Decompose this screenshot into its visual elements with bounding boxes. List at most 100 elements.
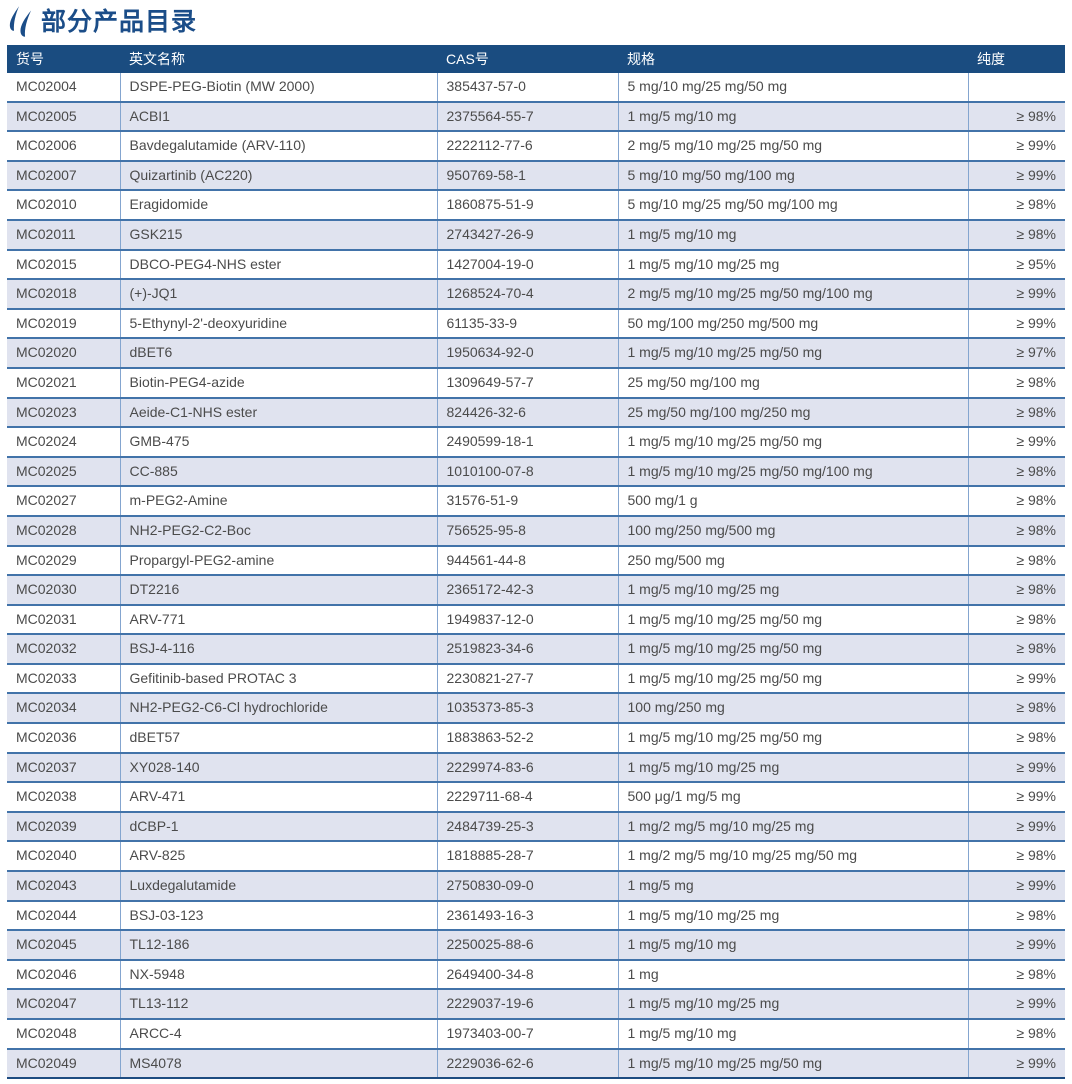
- cell-purity: ≥ 98%: [967, 456, 1065, 488]
- cell-name-en: GSK215: [119, 219, 437, 251]
- cell-cas-no: 950769-58-1: [436, 160, 618, 192]
- cell-spec: 100 mg/250 mg: [617, 693, 968, 725]
- cell-cas-no: 1883863-52-2: [436, 723, 618, 754]
- table-row: MC02025 CC-885 1010100-07-8 1 mg/5 mg/10 mg…: [7, 456, 1065, 488]
- cell-item-no: MC02040: [7, 841, 120, 873]
- cell-spec: 1 mg/5 mg: [617, 871, 968, 902]
- cell-item-no: MC02048: [7, 1019, 120, 1050]
- cell-cas-no: 2229974-83-6: [436, 752, 618, 784]
- cell-item-no: MC02031: [7, 604, 120, 636]
- table-row: MC02005 ACBI1 2375564-55-7 1 mg/5 mg/10 mg ≥…: [7, 101, 1065, 133]
- cell-spec: 1 mg/5 mg/10 mg: [617, 219, 968, 251]
- cell-purity: ≥ 99%: [967, 752, 1065, 784]
- cell-item-no: MC02011: [7, 219, 120, 251]
- cell-cas-no: 2361493-16-3: [436, 900, 618, 932]
- cell-purity: ≥ 98%: [967, 723, 1065, 754]
- table-row: MC02046 NX-5948 2649400-34-8 1 mg ≥ 98%: [7, 959, 1065, 991]
- cell-item-no: MC02021: [7, 367, 120, 399]
- product-table-body: MC02004 DSPE-PEG-Biotin (MW 2000) 385437-5…: [7, 73, 1065, 1080]
- cell-item-no: MC02019: [7, 308, 120, 340]
- cell-spec: 1 mg/5 mg/10 mg/25 mg: [617, 752, 968, 784]
- table-row: MC02018 (+)-JQ1 1268524-70-4 2 mg/5 mg/10 m…: [7, 279, 1065, 310]
- cell-spec: 1 mg: [617, 959, 968, 991]
- table-row: MC02006 Bavdegalutamide (ARV-110) 2222112-…: [7, 131, 1065, 162]
- cell-cas-no: 1950634-92-0: [436, 338, 618, 369]
- cell-spec: 1 mg/5 mg/10 mg/25 mg: [617, 900, 968, 932]
- cell-name-en: ARV-471: [119, 782, 437, 813]
- cell-cas-no: 2229036-62-6: [436, 1048, 618, 1080]
- cell-item-no: MC02007: [7, 160, 120, 192]
- cell-item-no: MC02043: [7, 871, 120, 902]
- cell-purity: ≥ 98%: [967, 219, 1065, 251]
- cell-purity: [967, 73, 1065, 103]
- table-row: MC02011 GSK215 2743427-26-9 1 mg/5 mg/10 mg…: [7, 219, 1065, 251]
- cell-name-en: BSJ-4-116: [119, 634, 437, 665]
- cell-spec: 5 mg/10 mg/50 mg/100 mg: [617, 160, 968, 192]
- cell-item-no: MC02029: [7, 545, 120, 577]
- cell-name-en: ACBI1: [119, 101, 437, 133]
- cell-name-en: ARV-771: [119, 604, 437, 636]
- cell-name-en: BSJ-03-123: [119, 900, 437, 932]
- table-header-row: 货号 英文名称 CAS号 规格 纯度: [7, 45, 1065, 73]
- table-row: MC02038 ARV-471 2229711-68-4 500 μg/1 mg/5 …: [7, 782, 1065, 813]
- cell-name-en: dCBP-1: [119, 811, 437, 843]
- cell-cas-no: 756525-95-8: [436, 515, 618, 547]
- cell-name-en: Gefitinib-based PROTAC 3: [119, 663, 437, 695]
- cell-cas-no: 2490599-18-1: [436, 427, 618, 458]
- cell-cas-no: 944561-44-8: [436, 545, 618, 577]
- cell-cas-no: 2250025-88-6: [436, 930, 618, 961]
- cell-item-no: MC02006: [7, 131, 120, 162]
- cell-purity: ≥ 98%: [967, 486, 1065, 517]
- cell-item-no: MC02027: [7, 486, 120, 517]
- cell-spec: 5 mg/10 mg/25 mg/50 mg/100 mg: [617, 190, 968, 221]
- cell-purity: ≥ 98%: [967, 900, 1065, 932]
- table-row: MC02044 BSJ-03-123 2361493-16-3 1 mg/5 mg/1…: [7, 900, 1065, 932]
- cell-purity: ≥ 99%: [967, 131, 1065, 162]
- cell-item-no: MC02005: [7, 101, 120, 133]
- cell-item-no: MC02047: [7, 989, 120, 1020]
- table-row: MC02020 dBET6 1950634-92-0 1 mg/5 mg/10 mg/…: [7, 338, 1065, 369]
- cell-purity: ≥ 99%: [967, 663, 1065, 695]
- cell-cas-no: 61135-33-9: [436, 308, 618, 340]
- cell-purity: ≥ 98%: [967, 959, 1065, 991]
- cell-spec: 5 mg/10 mg/25 mg/50 mg: [617, 73, 968, 103]
- cell-cas-no: 2229711-68-4: [436, 782, 618, 813]
- cell-cas-no: 1860875-51-9: [436, 190, 618, 221]
- cell-spec: 500 μg/1 mg/5 mg: [617, 782, 968, 813]
- cell-item-no: MC02030: [7, 575, 120, 606]
- cell-purity: ≥ 98%: [967, 693, 1065, 725]
- cell-purity: ≥ 99%: [967, 811, 1065, 843]
- col-header-spec: 规格: [618, 45, 968, 73]
- table-row: MC02048 ARCC-4 1973403-00-7 1 mg/5 mg/10 mg…: [7, 1019, 1065, 1050]
- table-row: MC02040 ARV-825 1818885-28-7 1 mg/2 mg/5 mg…: [7, 841, 1065, 873]
- cell-spec: 1 mg/5 mg/10 mg/25 mg/50 mg: [617, 663, 968, 695]
- cell-name-en: Aeide-C1-NHS ester: [119, 397, 437, 429]
- table-row: MC02033 Gefitinib-based PROTAC 3 2230821-2…: [7, 663, 1065, 695]
- cell-name-en: NH2-PEG2-C2-Boc: [119, 515, 437, 547]
- cell-spec: 1 mg/2 mg/5 mg/10 mg/25 mg: [617, 811, 968, 843]
- cell-name-en: DT2216: [119, 575, 437, 606]
- cell-item-no: MC02025: [7, 456, 120, 488]
- cell-spec: 50 mg/100 mg/250 mg/500 mg: [617, 308, 968, 340]
- cell-cas-no: 2229037-19-6: [436, 989, 618, 1020]
- table-row: MC02024 GMB-475 2490599-18-1 1 mg/5 mg/10 m…: [7, 427, 1065, 458]
- table-row: MC02047 TL13-112 2229037-19-6 1 mg/5 mg/10 …: [7, 989, 1065, 1020]
- cell-spec: 1 mg/5 mg/10 mg/25 mg/50 mg: [617, 338, 968, 369]
- table-row: MC02045 TL12-186 2250025-88-6 1 mg/5 mg/10 …: [7, 930, 1065, 961]
- cell-cas-no: 385437-57-0: [436, 73, 618, 103]
- cell-purity: ≥ 98%: [967, 1019, 1065, 1050]
- cell-name-en: DSPE-PEG-Biotin (MW 2000): [119, 73, 437, 103]
- table-row: MC02036 dBET57 1883863-52-2 1 mg/5 mg/10 mg…: [7, 723, 1065, 754]
- cell-name-en: TL13-112: [119, 989, 437, 1020]
- table-row: MC02032 BSJ-4-116 2519823-34-6 1 mg/5 mg/10…: [7, 634, 1065, 665]
- cell-purity: ≥ 99%: [967, 1048, 1065, 1080]
- cell-item-no: MC02038: [7, 782, 120, 813]
- table-row: MC02004 DSPE-PEG-Biotin (MW 2000) 385437-5…: [7, 73, 1065, 103]
- cell-purity: ≥ 98%: [967, 545, 1065, 577]
- cell-name-en: dBET6: [119, 338, 437, 369]
- cell-name-en: DBCO-PEG4-NHS ester: [119, 249, 437, 281]
- table-row: MC02029 Propargyl-PEG2-amine 944561-44-8 25…: [7, 545, 1065, 577]
- cell-spec: 25 mg/50 mg/100 mg/250 mg: [617, 397, 968, 429]
- cell-purity: ≥ 99%: [967, 279, 1065, 310]
